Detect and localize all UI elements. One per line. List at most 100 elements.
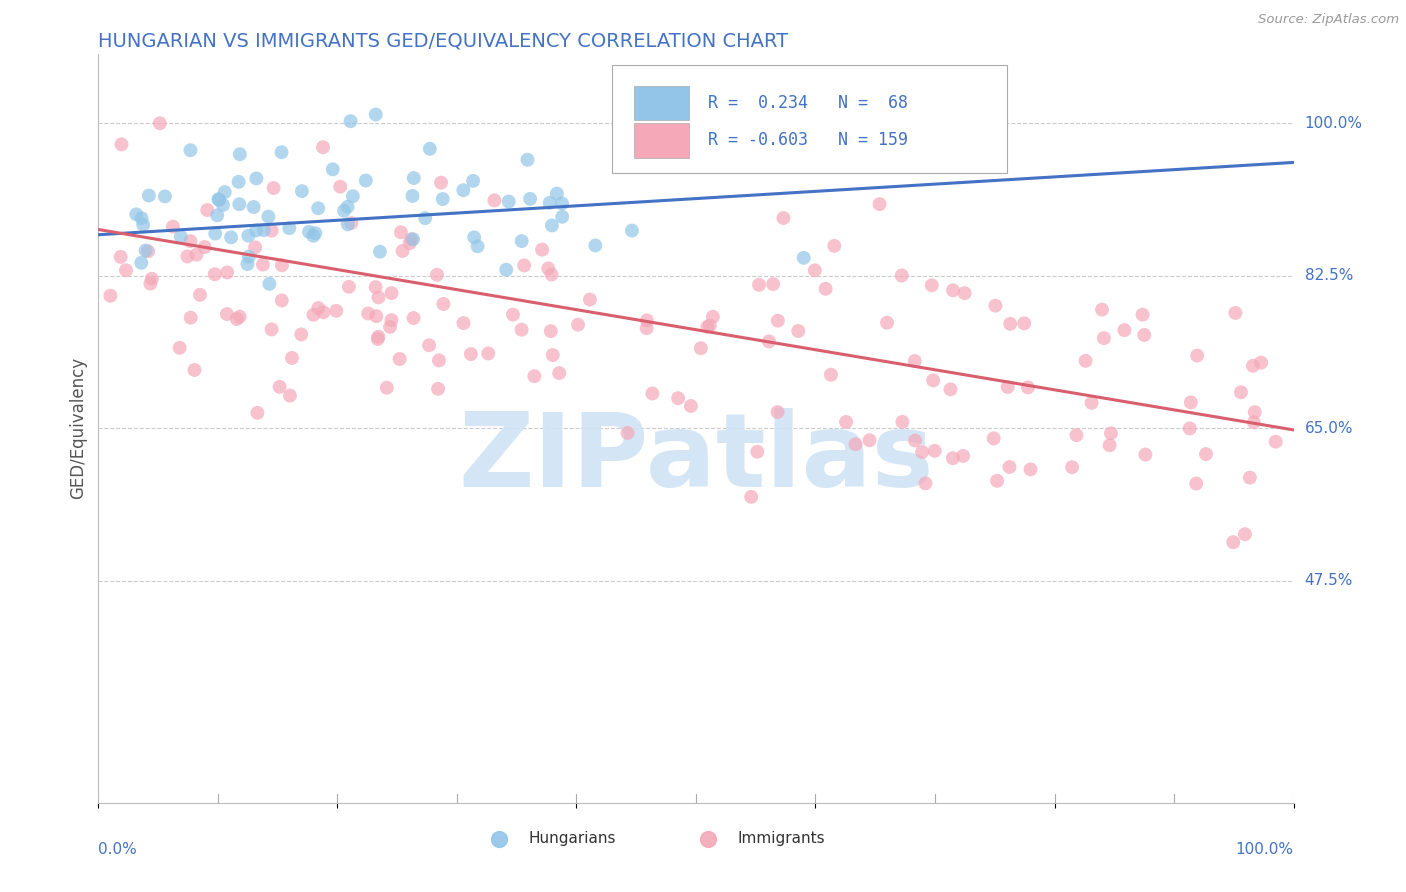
Text: 65.0%: 65.0% bbox=[1305, 421, 1353, 435]
Point bbox=[186, 247, 208, 261]
Text: Immigrants: Immigrants bbox=[738, 831, 825, 847]
Point bbox=[510, 323, 533, 337]
Point bbox=[219, 230, 242, 244]
Point bbox=[636, 313, 658, 327]
Point bbox=[238, 250, 260, 264]
Point bbox=[342, 189, 364, 203]
Point bbox=[858, 434, 880, 448]
Point bbox=[402, 232, 425, 246]
Point bbox=[204, 267, 226, 281]
Point bbox=[325, 303, 347, 318]
Point bbox=[260, 322, 283, 336]
Point bbox=[131, 211, 153, 226]
Point bbox=[904, 354, 927, 368]
Point bbox=[579, 293, 602, 307]
Point bbox=[804, 263, 827, 277]
Point bbox=[1133, 327, 1156, 342]
Point bbox=[583, 238, 606, 252]
Point bbox=[835, 415, 858, 429]
FancyBboxPatch shape bbox=[613, 65, 1007, 173]
Text: 82.5%: 82.5% bbox=[1305, 268, 1353, 283]
Point bbox=[149, 116, 172, 130]
Point bbox=[953, 286, 976, 301]
Point bbox=[551, 210, 574, 224]
Point bbox=[418, 338, 440, 352]
Point bbox=[540, 324, 562, 338]
Point bbox=[1080, 396, 1102, 410]
Point bbox=[364, 280, 387, 294]
Point bbox=[1091, 302, 1114, 317]
Point bbox=[259, 277, 281, 291]
Point bbox=[215, 307, 238, 321]
Point bbox=[1062, 460, 1084, 475]
Point bbox=[419, 142, 441, 156]
Point bbox=[242, 200, 264, 214]
Point bbox=[188, 287, 211, 301]
Point bbox=[1074, 353, 1097, 368]
Point bbox=[1264, 434, 1286, 449]
Point bbox=[115, 263, 138, 277]
Point bbox=[952, 449, 974, 463]
Point bbox=[911, 445, 934, 459]
Point bbox=[689, 341, 711, 355]
Point bbox=[427, 353, 450, 368]
Point bbox=[1241, 359, 1264, 373]
Point bbox=[307, 301, 329, 315]
Point bbox=[1066, 428, 1088, 442]
Point bbox=[380, 286, 402, 301]
Point bbox=[869, 197, 891, 211]
Point bbox=[1250, 356, 1272, 370]
Point bbox=[270, 145, 292, 160]
Point bbox=[924, 443, 946, 458]
Point bbox=[541, 348, 564, 362]
Point bbox=[772, 211, 794, 225]
Point bbox=[263, 181, 285, 195]
Point bbox=[498, 194, 520, 209]
Point bbox=[453, 316, 475, 330]
Point bbox=[998, 460, 1021, 475]
Point bbox=[477, 346, 499, 360]
Point bbox=[367, 290, 389, 304]
Point bbox=[246, 406, 269, 420]
Point bbox=[823, 239, 845, 253]
Point bbox=[453, 183, 475, 197]
Point bbox=[939, 383, 962, 397]
Point bbox=[391, 244, 413, 258]
Point bbox=[257, 210, 280, 224]
Point bbox=[291, 184, 314, 198]
Point bbox=[389, 225, 412, 239]
Point bbox=[845, 437, 868, 451]
Point bbox=[984, 299, 1007, 313]
Point bbox=[141, 271, 163, 285]
Text: 100.0%: 100.0% bbox=[1236, 842, 1294, 856]
Point bbox=[243, 240, 266, 254]
Point bbox=[302, 308, 325, 322]
Point bbox=[699, 318, 721, 333]
Y-axis label: GED/Equivalency: GED/Equivalency bbox=[69, 357, 87, 500]
Point bbox=[502, 308, 524, 322]
Point bbox=[236, 257, 259, 271]
Point bbox=[229, 147, 252, 161]
Point bbox=[245, 171, 267, 186]
Point bbox=[260, 224, 283, 238]
Point bbox=[513, 259, 536, 273]
Point bbox=[904, 434, 927, 448]
Point bbox=[460, 347, 482, 361]
Point bbox=[357, 306, 380, 320]
Point bbox=[170, 229, 193, 244]
Point bbox=[942, 451, 965, 466]
Point bbox=[194, 240, 217, 254]
Point bbox=[225, 312, 247, 326]
Point bbox=[367, 332, 389, 346]
Point bbox=[322, 162, 344, 177]
Point bbox=[401, 232, 423, 246]
Point bbox=[467, 239, 489, 253]
Point bbox=[1017, 380, 1039, 394]
Point bbox=[269, 380, 291, 394]
Point bbox=[890, 268, 912, 283]
Point bbox=[413, 211, 436, 226]
Point bbox=[747, 444, 769, 458]
Point bbox=[228, 197, 250, 211]
Point bbox=[212, 198, 235, 212]
Point bbox=[208, 193, 231, 207]
